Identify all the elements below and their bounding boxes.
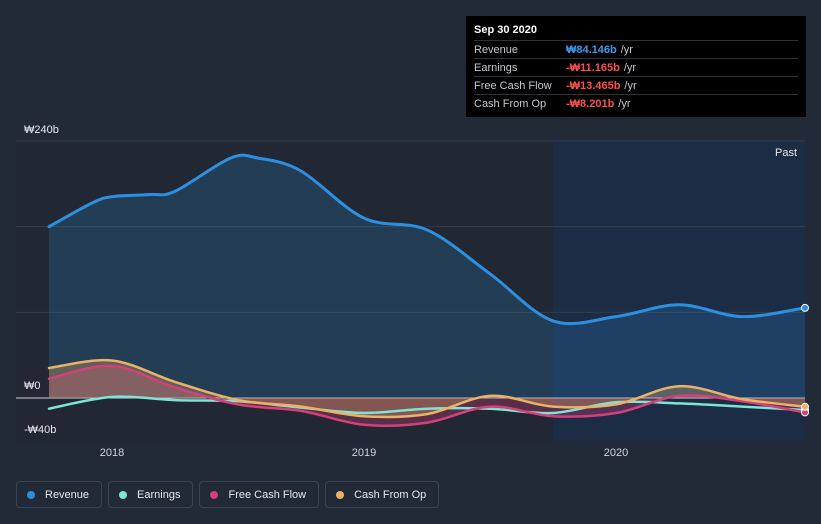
tooltip-row-free-cash-flow: Free Cash Flow -₩13.465b /yr <box>474 76 798 94</box>
y-tick-label-bottom: -₩40b <box>24 424 57 436</box>
legend-item-earnings[interactable]: Earnings <box>108 481 194 508</box>
series-end-point-revenue <box>801 303 809 312</box>
legend: Revenue Earnings Free Cash Flow Cash Fro… <box>16 481 440 508</box>
x-tick-2019: 2019 <box>351 447 377 459</box>
tooltip: Sep 30 2020 Revenue ₩84.146b /yr Earning… <box>466 16 806 117</box>
legend-dot-icon <box>119 490 128 499</box>
y-tick-label-zero: ₩0 <box>24 380 41 392</box>
past-label: Past <box>774 147 797 159</box>
tooltip-unit: /yr <box>624 79 637 92</box>
series-line-earnings <box>47 395 807 415</box>
legend-dot-icon <box>336 490 345 499</box>
series-line-cash-from-op <box>47 358 807 419</box>
tooltip-label: Free Cash Flow <box>474 79 552 92</box>
x-tick-2020: 2020 <box>603 447 629 459</box>
legend-item-cash-from-op[interactable]: Cash From Op <box>325 481 440 508</box>
series-line-revenue <box>47 153 807 326</box>
tooltip-value: ₩84.146b <box>566 43 617 56</box>
tooltip-unit: /yr <box>618 97 631 110</box>
tooltip-label: Revenue <box>474 43 519 56</box>
x-tick-2018: 2018 <box>99 447 125 459</box>
tooltip-row-cash-from-op: Cash From Op -₩8.201b /yr <box>474 94 798 112</box>
series-area-free-cash-flow <box>49 365 805 426</box>
tooltip-unit: /yr <box>623 61 637 74</box>
y-tick-label-top: ₩240b <box>24 124 59 136</box>
legend-dot-icon <box>210 490 219 499</box>
legend-label: Free Cash Flow <box>228 488 307 501</box>
legend-item-revenue[interactable]: Revenue <box>16 481 103 508</box>
legend-item-free-cash-flow[interactable]: Free Cash Flow <box>199 481 320 508</box>
legend-dot-icon <box>27 490 35 499</box>
tooltip-label: Cash From Op <box>474 97 547 110</box>
tooltip-label: Earnings <box>474 61 518 74</box>
tooltip-value: -₩8.201b <box>566 97 615 110</box>
series-line-free-cash-flow <box>47 364 807 428</box>
series-area-revenue <box>49 155 805 398</box>
tooltip-date: Sep 30 2020 <box>474 24 537 36</box>
legend-label: Revenue <box>45 488 90 501</box>
tooltip-value: -₩11.165b <box>566 61 620 74</box>
past-region <box>553 141 805 441</box>
legend-label: Earnings <box>137 488 181 501</box>
series-end-point-cash-from-op <box>801 402 809 411</box>
legend-label: Cash From Op <box>354 488 427 501</box>
tooltip-unit: /yr <box>620 43 633 56</box>
tooltip-row-revenue: Revenue ₩84.146b /yr <box>474 40 798 58</box>
tooltip-row-earnings: Earnings -₩11.165b /yr <box>474 58 798 76</box>
tooltip-value: -₩13.465b <box>566 79 621 92</box>
